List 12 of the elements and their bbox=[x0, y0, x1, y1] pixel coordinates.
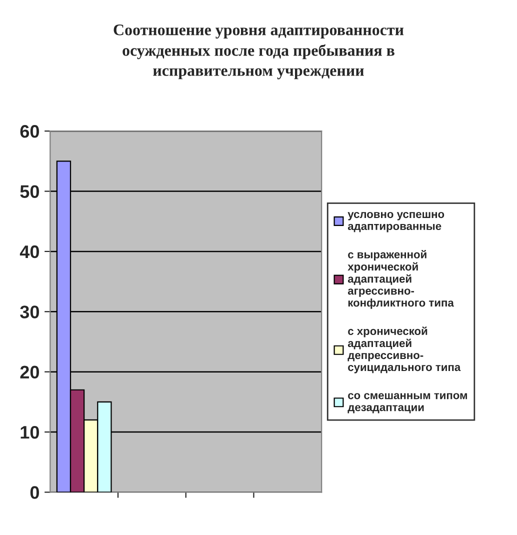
legend-label: условно успешно адаптированные bbox=[348, 212, 444, 232]
y-tick-label: 50 bbox=[20, 185, 39, 198]
y-tick-label: 0 bbox=[30, 486, 39, 499]
y-tick-label: 60 bbox=[20, 125, 39, 138]
y-tick-label: 30 bbox=[20, 306, 39, 318]
y-tick-label: 20 bbox=[20, 366, 39, 379]
legend-label: со смешанным типом дезадаптации bbox=[348, 393, 467, 414]
legend-label: с хронической адаптацией депрессивно-суицидального типа bbox=[348, 326, 461, 374]
chart-title: Соотношение уровня адаптированности осужденных после года пребывания в исправительном учреждении bbox=[114, 24, 404, 80]
y-tick-label: 10 bbox=[20, 426, 39, 439]
y-tick-label: 40 bbox=[20, 245, 39, 258]
legend-label: с выраженной хронической адаптацией агрессивно-конфликтного типа bbox=[348, 250, 454, 309]
